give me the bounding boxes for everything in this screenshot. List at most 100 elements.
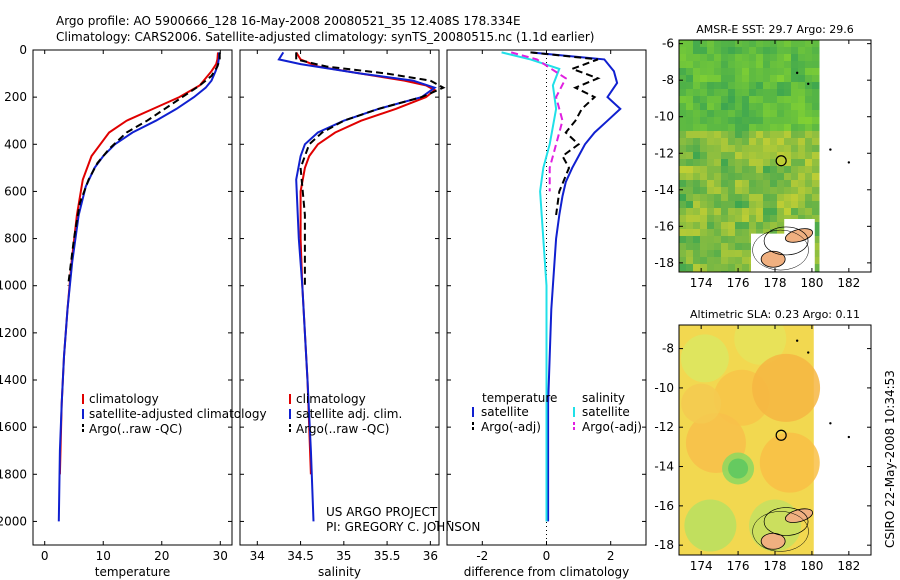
sst-cell	[700, 180, 708, 188]
sst-cell	[693, 89, 701, 97]
sst-cell	[770, 75, 778, 83]
sst-cell	[812, 215, 820, 223]
sst-cell	[728, 68, 736, 76]
sst-cell	[784, 61, 792, 69]
sst-cell	[700, 75, 708, 83]
sst-cell	[721, 145, 729, 153]
sst-cell	[700, 194, 708, 202]
sst-cell	[693, 131, 701, 139]
sst-cell	[742, 124, 750, 132]
sst-cell	[770, 208, 778, 216]
sst-cell	[749, 54, 757, 62]
sst-cell	[763, 103, 771, 111]
sst-cell	[735, 166, 743, 174]
sst-cell	[777, 110, 785, 118]
sst-cell	[707, 75, 715, 83]
legend-title-salinity: salinity	[582, 391, 625, 405]
sst-cell	[679, 250, 687, 258]
temperature-panel: 0 200 400 600 800 1000 1200 1400 1600 1800 2000 0 10…	[0, 43, 267, 579]
sst-lon-label: 180	[800, 276, 823, 290]
sst-cell	[742, 82, 750, 90]
sst-cell	[749, 68, 757, 76]
depth-tick-label: 1800	[0, 467, 27, 481]
sst-cell	[742, 173, 750, 181]
sst-cell	[714, 187, 722, 195]
temperature-xtick-label: 0	[41, 549, 49, 563]
sst-lat-label: -8	[662, 73, 674, 87]
sst-cell	[686, 187, 694, 195]
sst-cell	[812, 47, 820, 55]
sst-cell	[798, 215, 806, 223]
reef-outline	[752, 229, 809, 271]
sst-cell	[749, 117, 757, 125]
sst-cell	[770, 68, 778, 76]
sst-cell	[686, 117, 694, 125]
sst-cell	[805, 215, 813, 223]
sst-cell	[686, 180, 694, 188]
island-viti-levu	[760, 250, 786, 268]
sst-cell	[735, 47, 743, 55]
sst-cell	[770, 117, 778, 125]
sst-cell	[686, 250, 694, 258]
sst-cell	[756, 201, 764, 209]
sst-cell	[700, 257, 708, 265]
sst-cell	[812, 54, 820, 62]
sst-cell	[749, 96, 757, 104]
sst-cell	[812, 222, 820, 230]
difference-xlabel: difference from climatology	[464, 565, 630, 579]
sst-cell	[784, 194, 792, 202]
sst-cell	[812, 145, 820, 153]
sst-cell	[763, 152, 771, 160]
salinity-xtick-label: 35	[336, 549, 351, 563]
sst-cell	[707, 173, 715, 181]
sst-cell	[791, 40, 799, 48]
sst-cell	[798, 117, 806, 125]
sst-cell	[728, 194, 736, 202]
sst-cell	[756, 152, 764, 160]
sst-cell	[784, 173, 792, 181]
sst-cell	[742, 180, 750, 188]
sst-cell	[784, 75, 792, 83]
sst-cell	[693, 82, 701, 90]
sst-cell	[812, 82, 820, 90]
sst-cell	[784, 89, 792, 97]
sst-cell	[686, 194, 694, 202]
sla-lat-label: -18	[654, 538, 674, 552]
sst-cell	[700, 96, 708, 104]
sst-cell	[700, 208, 708, 216]
sst-cell	[700, 117, 708, 125]
sst-cell	[686, 103, 694, 111]
sst-cell	[791, 131, 799, 139]
sst-cell	[791, 194, 799, 202]
sst-cell	[693, 68, 701, 76]
sst-cell	[749, 40, 757, 48]
sla-anomaly-blob	[681, 383, 722, 424]
sla-lon-label: 180	[800, 559, 823, 573]
sst-cell	[728, 173, 736, 181]
sst-cell	[721, 222, 729, 230]
sst-cell	[756, 208, 764, 216]
sst-cell	[812, 131, 820, 139]
sst-cell	[770, 166, 778, 174]
sst-cell	[812, 201, 820, 209]
sst-cell	[735, 194, 743, 202]
sst-cell	[721, 110, 729, 118]
depth-tick-label: 1200	[0, 326, 27, 340]
sst-cell	[735, 215, 743, 223]
sst-cell	[714, 194, 722, 202]
sst-cell	[721, 103, 729, 111]
sst-cell	[728, 152, 736, 160]
sst-cell	[812, 187, 820, 195]
legend-label: satellite	[481, 405, 529, 419]
sst-cell	[686, 89, 694, 97]
sst-cell	[812, 264, 820, 272]
sst-cell	[735, 173, 743, 181]
sst-cell	[693, 152, 701, 160]
sst-cell	[693, 61, 701, 69]
sla-lat-label: -10	[654, 381, 674, 395]
sst-cell	[686, 131, 694, 139]
sst-cell	[721, 40, 729, 48]
sst-cell	[679, 152, 687, 160]
sst-cell	[749, 61, 757, 69]
sst-cell	[784, 180, 792, 188]
